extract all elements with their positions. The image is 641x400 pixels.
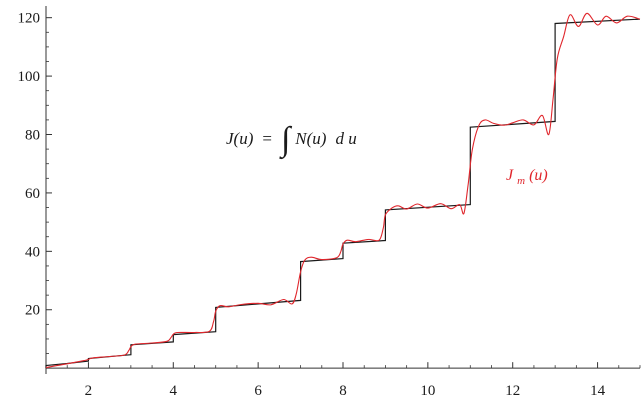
x-tick-label: 2 bbox=[85, 383, 93, 399]
y-tick-label: 40 bbox=[25, 244, 40, 260]
x-tick-label: 6 bbox=[254, 383, 262, 399]
annotation-differential: d u bbox=[335, 129, 356, 148]
series-label-subscript: m bbox=[517, 175, 525, 187]
y-tick-label: 120 bbox=[18, 11, 41, 27]
y-tick-label: 20 bbox=[25, 303, 40, 319]
axes: 2 4 6 8 10 12 14 20 40 60 80 100 120 bbox=[18, 6, 641, 399]
series-label-main: J bbox=[506, 167, 514, 184]
series-label-suffix: (u) bbox=[529, 167, 548, 184]
x-tick-label: 14 bbox=[590, 383, 606, 399]
y-tick-label: 100 bbox=[18, 69, 41, 85]
annotation-integrand: N(u) bbox=[294, 129, 327, 148]
step-series-line bbox=[46, 19, 640, 368]
annotation-integral-sign: ∫ bbox=[279, 121, 293, 160]
x-tick-label: 4 bbox=[170, 383, 178, 399]
y-tick-label: 80 bbox=[25, 128, 40, 144]
integral-annotation: J(u) = ∫ N(u) d u bbox=[226, 121, 357, 160]
y-tick-label: 60 bbox=[25, 186, 40, 202]
smooth-series-line bbox=[46, 13, 640, 367]
series-layer bbox=[46, 13, 640, 368]
x-tick-label: 8 bbox=[339, 383, 347, 399]
annotation-lhs: J(u) bbox=[226, 129, 254, 148]
annotation-equals: = bbox=[262, 129, 272, 148]
x-tick-label: 10 bbox=[420, 383, 435, 399]
x-tick-label: 12 bbox=[505, 383, 520, 399]
series-label-jm: J m (u) bbox=[506, 167, 548, 188]
